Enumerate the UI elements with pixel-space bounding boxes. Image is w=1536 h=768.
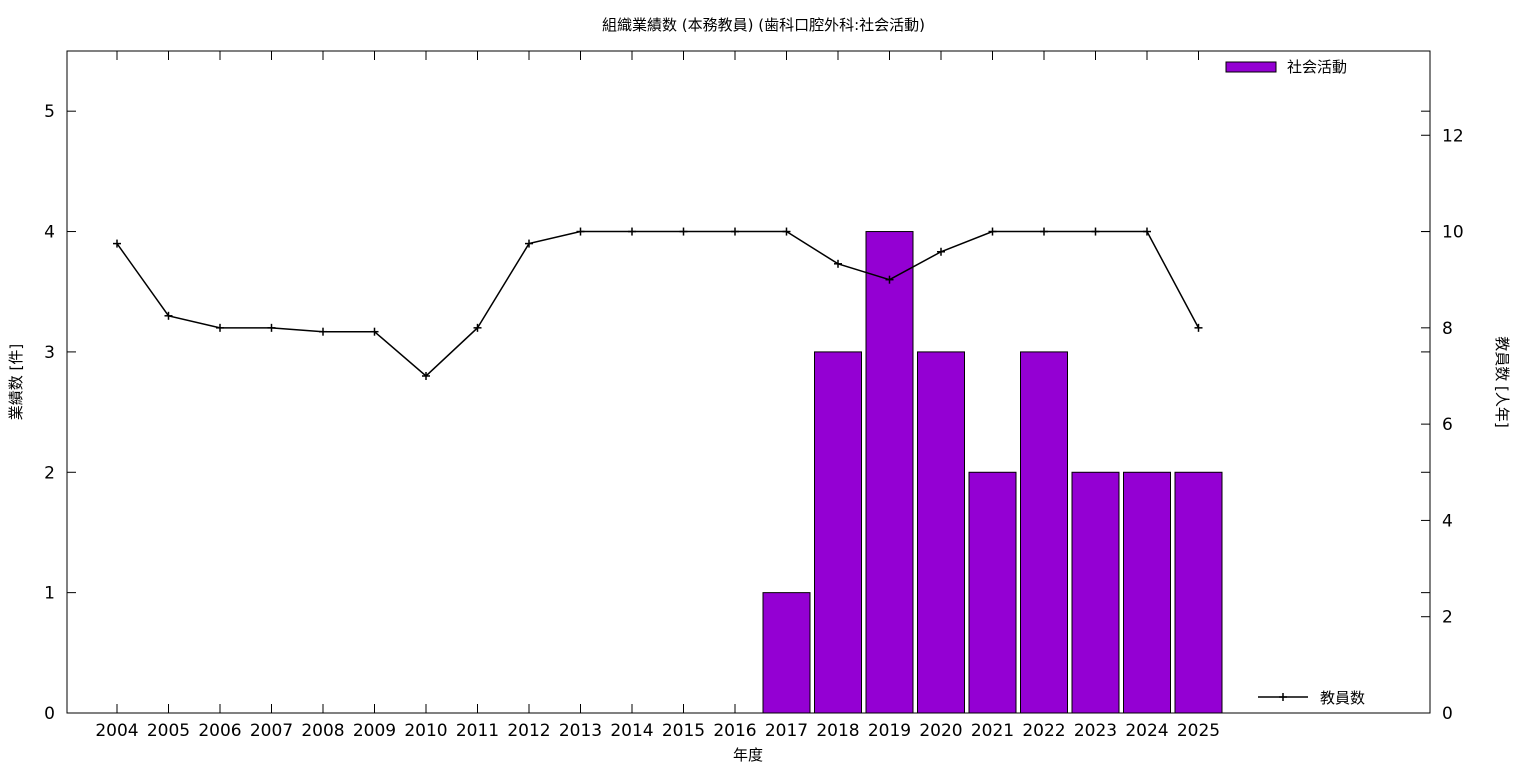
left-tick-label: 0 — [44, 704, 55, 724]
x-tick-label: 2010 — [404, 721, 447, 741]
y-axis-label: 業績数 [件] — [7, 344, 25, 420]
line-point — [473, 323, 482, 332]
x-tick-label: 2015 — [662, 721, 705, 741]
left-tick-label: 4 — [44, 223, 55, 243]
right-tick-label: 4 — [1442, 511, 1453, 531]
x-tick-label: 2023 — [1074, 721, 1117, 741]
x-tick-label: 2018 — [816, 721, 859, 741]
x-tick-label: 2019 — [868, 721, 911, 741]
line-point — [370, 327, 379, 336]
bar — [1123, 471, 1171, 714]
right-tick-label: 6 — [1442, 415, 1453, 435]
line-point — [1143, 227, 1151, 236]
right-tick-label: 2 — [1442, 608, 1453, 628]
right-tick-label: 10 — [1442, 223, 1464, 243]
line-point — [731, 227, 739, 236]
line-point — [216, 323, 224, 332]
line-point — [885, 275, 894, 284]
line-point — [267, 323, 276, 332]
line-point — [164, 311, 173, 320]
bar — [1174, 471, 1223, 714]
x-tick-label: 2013 — [559, 721, 602, 741]
bar — [917, 351, 965, 714]
chart-title: 組織業績数 (本務教員) (歯科口腔外科:社会活動) — [602, 16, 925, 34]
left-tick-label: 5 — [44, 102, 55, 122]
left-tick-label: 2 — [44, 463, 55, 483]
line-point — [679, 227, 688, 236]
x-tick-label: 2020 — [919, 721, 962, 741]
right-tick-label: 0 — [1442, 704, 1453, 724]
right-y-axis: 0 2 4 6 8 10 12 — [1421, 126, 1464, 724]
x-axis-label: 年度 — [733, 746, 763, 764]
x-tick-label: 2022 — [1022, 721, 1065, 741]
x-tick-label: 2014 — [610, 721, 653, 741]
legend-line: 教員数 — [1258, 689, 1365, 707]
x-tick-label: 2009 — [353, 721, 396, 741]
left-tick-label: 1 — [44, 584, 55, 604]
x-tick-label: 2017 — [765, 721, 808, 741]
line-point — [834, 259, 842, 268]
bar — [1020, 351, 1068, 714]
legend-line-label: 教員数 — [1320, 689, 1365, 707]
left-tick-label: 3 — [44, 343, 55, 363]
x-axis: 2004 2005 2006 2007 2008 2009 2010 2011 2012 2013… — [95, 51, 1220, 741]
line-series — [113, 227, 1203, 380]
legend-bar-swatch — [1225, 61, 1277, 73]
line-point — [525, 239, 533, 248]
x-tick-label: 2012 — [507, 721, 550, 741]
x-tick-label: 2011 — [456, 721, 499, 741]
bar — [968, 471, 1017, 714]
line-point — [1194, 323, 1203, 332]
bar — [1071, 471, 1120, 714]
line-point — [113, 239, 121, 248]
line-point — [937, 247, 945, 256]
line-point — [782, 227, 791, 236]
line-point — [576, 227, 585, 236]
line-point — [988, 227, 997, 236]
x-tick-label: 2006 — [198, 721, 241, 741]
x-tick-label: 2004 — [95, 721, 138, 741]
bar — [762, 592, 811, 714]
x-tick-label: 2007 — [250, 721, 293, 741]
legend-bar-label: 社会活動 — [1287, 58, 1347, 76]
line-point — [422, 371, 430, 380]
legend-bar: 社会活動 — [1225, 58, 1347, 76]
x-tick-label: 2008 — [301, 721, 344, 741]
x-tick-label: 2024 — [1125, 721, 1168, 741]
x-tick-label: 2025 — [1177, 721, 1220, 741]
x-tick-label: 2021 — [971, 721, 1014, 741]
bar-series — [762, 231, 1223, 714]
plot-frame — [66, 50, 1431, 714]
bar — [865, 231, 914, 714]
line-path — [116, 230, 1200, 377]
line-point — [1091, 227, 1100, 236]
legend-line-swatch — [1258, 693, 1308, 701]
line-point — [1040, 227, 1048, 236]
x-tick-label: 2016 — [713, 721, 756, 741]
right-tick-label: 12 — [1442, 126, 1464, 146]
line-point — [628, 227, 636, 236]
plot-border — [66, 50, 1431, 714]
x-tick-label: 2005 — [147, 721, 190, 741]
right-tick-label: 8 — [1442, 319, 1453, 339]
y2-axis-label: 教員数 [人年] — [1493, 336, 1511, 427]
line-point — [319, 327, 327, 336]
bar — [814, 351, 862, 714]
